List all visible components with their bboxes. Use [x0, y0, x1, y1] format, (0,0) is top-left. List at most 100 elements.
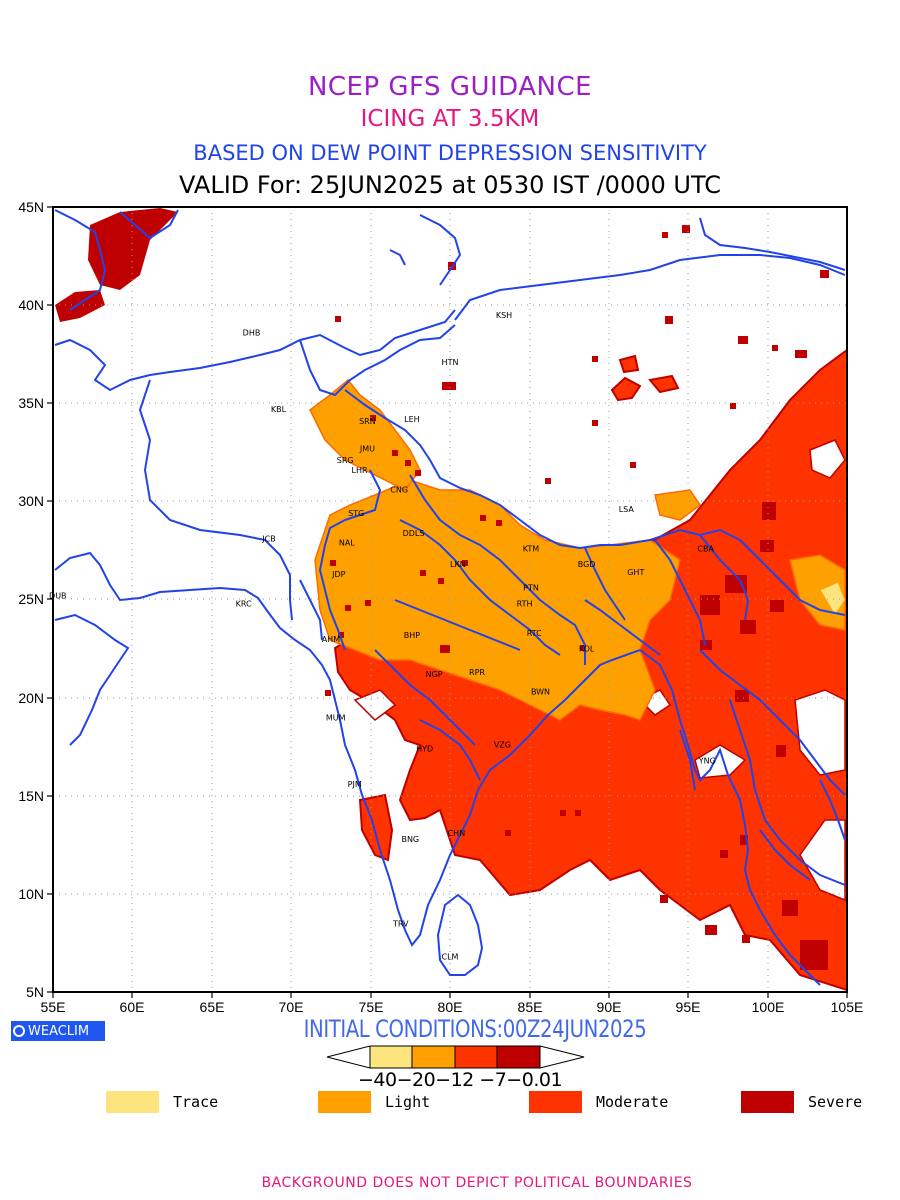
lon-label: 70E: [279, 999, 304, 1015]
lon-label: 90E: [597, 999, 622, 1015]
lon-label: 65E: [200, 999, 225, 1015]
city-label-mum: MUM: [326, 713, 346, 722]
lon-label: 55E: [41, 999, 66, 1015]
lon-label: 75E: [359, 999, 384, 1015]
city-label-clm: CLM: [442, 953, 459, 962]
lon-label: 80E: [438, 999, 463, 1015]
city-label-ddls: DDLS: [403, 529, 425, 538]
footer-disclaimer: BACKGROUND DOES NOT DEPICT POLITICAL BOU…: [261, 1175, 693, 1191]
initial-conditions: INITIAL CONDITIONS:00Z24JUN2025: [303, 1015, 647, 1043]
city-label-kbl: KBL: [271, 405, 287, 414]
legend-item-severe: Severe: [741, 1091, 862, 1113]
gridlines: [53, 207, 847, 992]
city-label-hyd: HYD: [416, 745, 433, 754]
city-label-lhr: LHR: [351, 466, 367, 475]
title-line-2: ICING AT 3.5KM: [360, 106, 540, 132]
city-label-dhb: DHB: [243, 329, 261, 338]
lat-label: 35N: [18, 395, 44, 411]
city-label-kol: KOL: [579, 645, 595, 654]
city-label-stg: STG: [348, 509, 364, 518]
city-label-ptn: PTN: [523, 584, 539, 593]
city-label-htn: HTN: [442, 358, 459, 367]
legend-item-trace: Trace: [106, 1091, 218, 1113]
colorbar-right-arrow: [539, 1045, 585, 1069]
city-label-bhp: BHP: [404, 631, 421, 640]
city-label-nal: NAL: [339, 539, 355, 548]
city-label-dub: DUB: [49, 592, 67, 601]
icing-trace-area: [819, 581, 846, 616]
city-label-jcb: JCB: [261, 535, 275, 544]
city-label-yng: YNG: [698, 756, 716, 765]
colorbar-severe: [496, 1045, 541, 1069]
colorbar-moderate: [454, 1045, 498, 1069]
city-label-rtc: RTC: [527, 629, 542, 638]
city-label-vzg: VZG: [494, 741, 511, 750]
city-label-trv: TRV: [392, 919, 409, 928]
colorbar-left-arrow: [326, 1045, 371, 1069]
lat-label: 40N: [18, 297, 44, 313]
city-label-rpr: RPR: [469, 668, 485, 677]
weaclim-logo: WEACLIM: [11, 1021, 105, 1041]
city-label-rth: RTH: [517, 599, 533, 608]
city-label-bwn: BWN: [531, 688, 550, 697]
lon-label: 95E: [676, 999, 701, 1015]
colorbar-light: [411, 1045, 456, 1069]
city-label-bgd: BGD: [578, 560, 596, 569]
logo-text: WEACLIM: [28, 1023, 90, 1039]
city-label-ahm: AHM: [322, 635, 340, 644]
legend-swatch-trace: [106, 1091, 159, 1113]
city-label-ktm: KTM: [523, 545, 540, 554]
city-label-jdp: JDP: [331, 570, 346, 579]
longitude-labels: 55E 60E 65E 70E 75E 80E 85E 90E 95E 100E…: [41, 999, 864, 1015]
legend-item-light: Light: [318, 1091, 430, 1113]
city-label-cng: CNG: [390, 486, 408, 495]
city-label-jmu: JMU: [359, 444, 375, 453]
colorbar-tick-labels: −40−20−12 −7−0.01: [357, 1069, 563, 1091]
lat-label: 20N: [18, 690, 44, 706]
city-label-ngp: NGP: [426, 670, 443, 679]
city-label-pjm: PJM: [348, 780, 362, 789]
lat-label: 45N: [18, 199, 44, 215]
city-label-ksh: KSH: [496, 311, 512, 320]
map-area: [53, 207, 847, 992]
city-label-leh: LEH: [404, 415, 420, 424]
axis-ticks: [47, 206, 848, 998]
coastlines-and-boundaries: [54, 209, 846, 986]
lat-label: 25N: [18, 591, 44, 607]
lat-label: 30N: [18, 493, 44, 509]
lon-label: 60E: [120, 999, 145, 1015]
legend-item-moderate: Moderate: [529, 1091, 668, 1113]
latitude-labels: 45N 40N 35N 30N 25N 20N 15N 10N 5N: [18, 199, 44, 1000]
lon-label: 85E: [518, 999, 543, 1015]
logo-ring-icon: [13, 1025, 25, 1037]
city-label-ght: GHT: [627, 568, 644, 577]
city-label-srn: SRN: [359, 417, 376, 426]
title-line-1: NCEP GFS GUIDANCE: [307, 72, 593, 102]
legend-label-light: Light: [385, 1093, 431, 1111]
city-label-chn: CHN: [448, 829, 466, 838]
lon-label: 100E: [752, 999, 785, 1015]
lat-label: 5N: [26, 984, 44, 1000]
legend-swatch-light: [318, 1091, 371, 1113]
legend-swatch-severe: [741, 1091, 794, 1113]
city-label-srg: SRG: [337, 456, 354, 465]
city-label-cba: CBA: [697, 545, 714, 554]
legend-label-moderate: Moderate: [596, 1093, 669, 1111]
colorbar-trace: [369, 1045, 413, 1069]
colorbar: [326, 1045, 585, 1069]
lat-label: 10N: [18, 886, 44, 902]
city-label-krc: KRC: [236, 599, 252, 608]
lon-label: 105E: [831, 999, 864, 1015]
icing-severe-spots: [55, 208, 829, 970]
city-label-lkn: LKN: [450, 560, 466, 569]
legend-label-trace: Trace: [173, 1093, 219, 1111]
city-label-lsa: LSA: [619, 505, 635, 514]
legend-label-severe: Severe: [808, 1093, 863, 1111]
lat-label: 15N: [18, 788, 44, 804]
legend-swatch-moderate: [529, 1091, 582, 1113]
city-label-bng: BNG: [401, 835, 419, 844]
title-line-3: BASED ON DEW POINT DEPRESSION SENSITIVIT…: [193, 141, 707, 165]
valid-time: VALID For: 25JUN2025 at 0530 IST /0000 U…: [179, 171, 721, 199]
